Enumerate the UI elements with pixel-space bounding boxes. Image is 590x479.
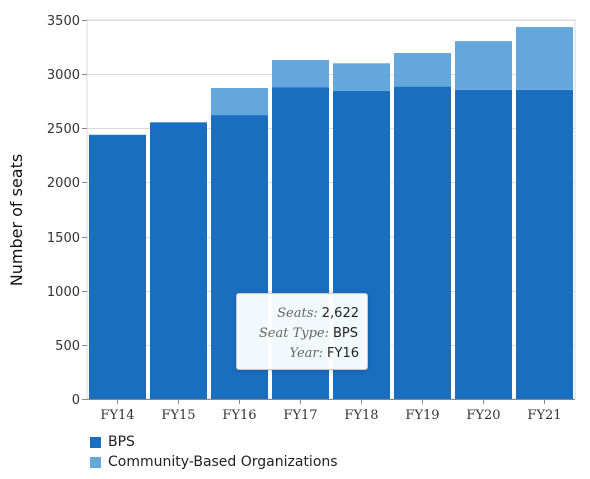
bar-cbo-fy19[interactable] <box>394 53 451 87</box>
x-tick-label: FY14 <box>100 408 134 423</box>
bar-cbo-fy17[interactable] <box>272 60 329 88</box>
legend: BPS Community-Based Organizations <box>90 432 338 472</box>
bar-bps-fy19[interactable] <box>394 86 451 400</box>
bar-cbo-fy21[interactable] <box>516 27 573 90</box>
y-axis-ticks: 0 500 1000 1500 2000 2500 3000 3500 <box>47 14 87 408</box>
tooltip-key: Year: <box>289 345 324 361</box>
tooltip: Seats: 2,622 Seat Type: BPS Year: FY16 <box>236 293 368 370</box>
x-tick-label: FY16 <box>222 408 256 423</box>
y-tick-label: 3500 <box>47 14 80 29</box>
y-tick-label: 2500 <box>47 122 80 137</box>
tooltip-key: Seat Type: <box>258 325 329 341</box>
bar-cbo-fy18[interactable] <box>333 63 390 91</box>
tooltip-row-year: Year: FY16 <box>245 343 359 363</box>
tooltip-value: BPS <box>333 325 359 341</box>
bar-bps-fy20[interactable] <box>455 89 512 399</box>
tooltip-row-seat-type: Seat Type: BPS <box>245 323 359 343</box>
y-axis-title: Number of seats <box>7 154 26 286</box>
bars[interactable] <box>89 27 573 400</box>
bar-cbo-fy20[interactable] <box>455 41 512 90</box>
tooltip-row-seats: Seats: 2,622 <box>245 303 359 323</box>
y-tick-label: 500 <box>55 339 80 354</box>
y-tick-label: 0 <box>72 393 80 408</box>
x-tick-label: FY21 <box>527 408 561 423</box>
legend-item-bps[interactable]: BPS <box>90 432 338 452</box>
legend-label-bps: BPS <box>108 434 135 450</box>
tooltip-value: 2,622 <box>321 305 359 321</box>
legend-swatch-cbo <box>90 456 101 468</box>
x-tick-label: FY20 <box>466 408 500 423</box>
x-tick-label: FY17 <box>283 408 317 423</box>
y-tick-label: 2000 <box>47 176 80 191</box>
y-tick-label: 3000 <box>47 68 80 83</box>
x-tick-label: FY19 <box>405 408 439 423</box>
tooltip-key: Seats: <box>277 305 318 321</box>
y-tick-label: 1500 <box>47 231 80 246</box>
legend-swatch-bps <box>90 436 101 448</box>
y-tick-label: 1000 <box>47 285 80 300</box>
tooltip-value: FY16 <box>327 345 359 361</box>
bar-bps-fy21[interactable] <box>516 89 573 399</box>
legend-item-cbo[interactable]: Community-Based Organizations <box>90 452 338 472</box>
x-tick-label: FY15 <box>161 408 195 423</box>
legend-label-cbo: Community-Based Organizations <box>108 454 338 470</box>
bar-bps-fy14[interactable] <box>89 134 146 400</box>
x-axis-ticks: FY14 FY15 FY16 FY17 FY18 FY19 FY20 FY21 <box>87 399 575 423</box>
x-tick-label: FY18 <box>344 408 378 423</box>
bar-cbo-fy16[interactable] <box>211 88 268 116</box>
bar-bps-fy15[interactable] <box>150 122 207 399</box>
